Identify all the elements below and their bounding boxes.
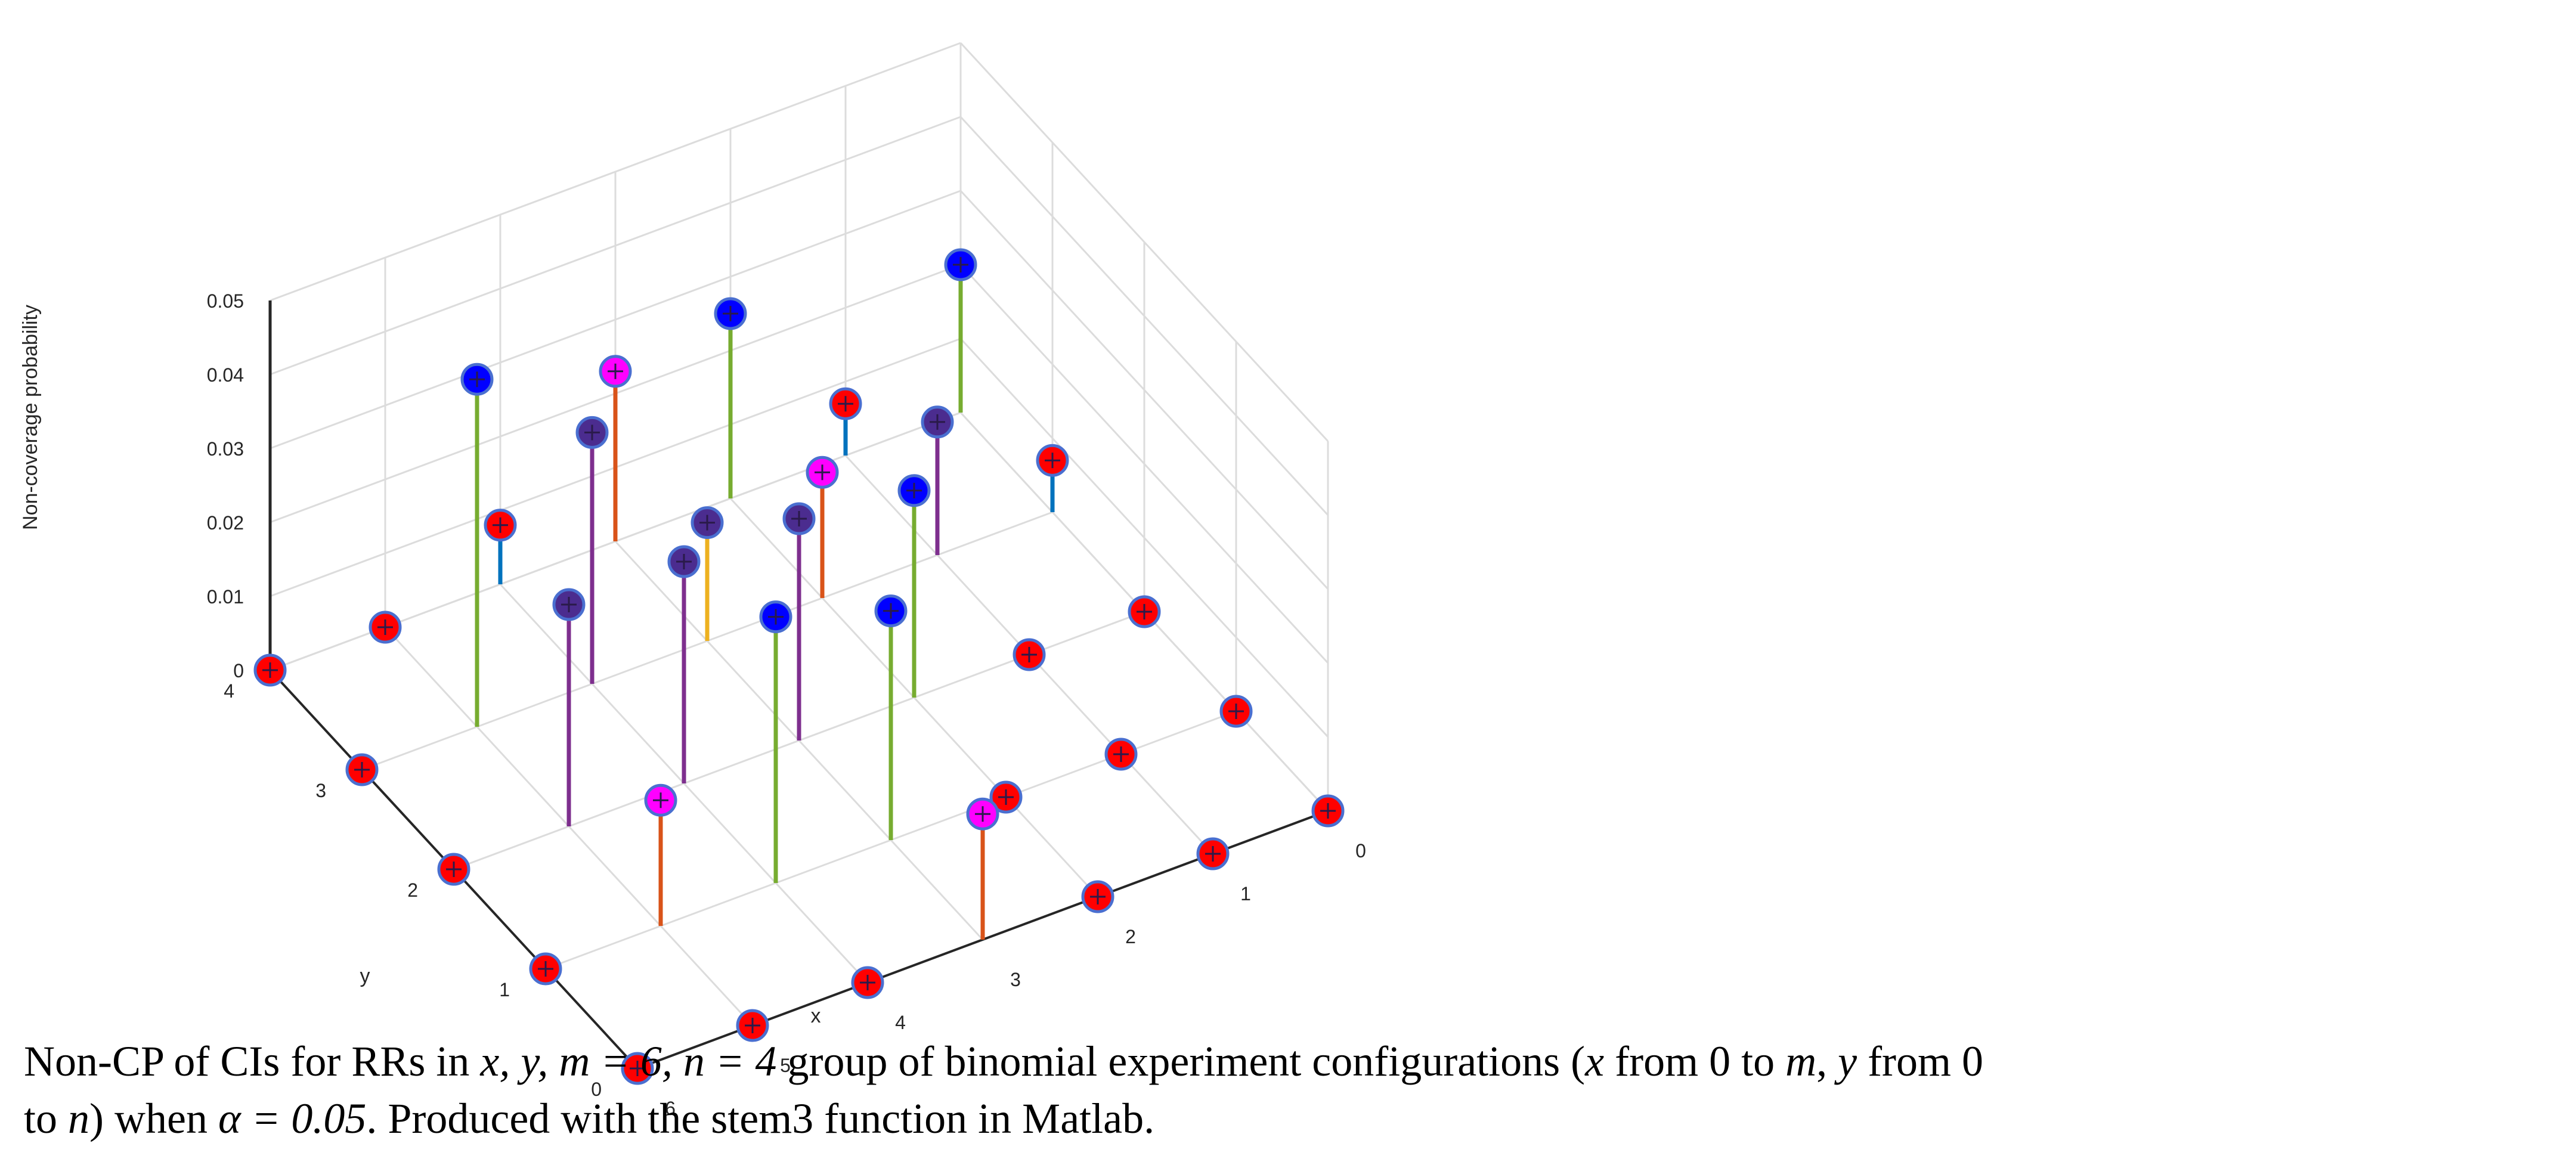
grid-line	[270, 116, 961, 376]
grid-line	[959, 190, 1329, 590]
grid-line	[959, 116, 1329, 516]
stem-point	[966, 797, 999, 940]
stem-point	[345, 753, 379, 786]
stem-point	[621, 1052, 654, 1085]
stem-point	[644, 783, 677, 926]
stem-point	[1128, 595, 1161, 628]
stem-point	[1311, 794, 1345, 828]
stem-point	[1036, 444, 1069, 512]
y-tick-label: 0	[591, 1079, 602, 1100]
x-tick-label: 0	[1355, 840, 1366, 862]
stem-point	[575, 416, 609, 684]
y-tick-label: 2	[407, 879, 418, 901]
grid-line	[959, 42, 1329, 442]
figure-caption: Non-CP of CIs for RRs in x, y, m = 6, n …	[24, 1033, 2564, 1147]
z-axis-label: Non-coverage probability	[19, 305, 42, 530]
stem-point	[253, 653, 287, 687]
grid-line	[959, 264, 1329, 664]
stem-point	[921, 405, 954, 555]
stem-point	[1013, 638, 1046, 671]
stem-point	[851, 966, 884, 999]
x-tick-label: 4	[895, 1012, 906, 1033]
stem-point	[736, 1009, 769, 1042]
grid-line	[959, 337, 1329, 738]
y-tick-label: 3	[315, 780, 326, 801]
stem-point	[989, 780, 1023, 814]
stem-point	[1081, 880, 1114, 913]
y-tick-label: 4	[224, 680, 234, 702]
stem-point	[759, 600, 792, 883]
stem-point	[599, 355, 632, 541]
stem-point	[874, 594, 908, 840]
x-axis-label: x	[811, 1005, 821, 1027]
z-tick-label: 0.05	[207, 290, 244, 312]
stem-point	[806, 456, 839, 598]
stem-point	[484, 509, 517, 584]
x-tick-label: 6	[665, 1098, 676, 1119]
z-tick-label: 0	[233, 660, 244, 681]
y-tick-label: 1	[499, 979, 510, 1000]
grid-line	[270, 190, 961, 450]
caption-line-1: Non-CP of CIs for RRs in x, y, m = 6, n …	[24, 1037, 1984, 1085]
z-tick-label: 0.02	[207, 512, 244, 534]
stem-point	[437, 853, 470, 886]
stem-point	[1196, 837, 1230, 870]
grid-line	[270, 42, 961, 302]
stem-point	[552, 588, 586, 826]
stem-point	[691, 506, 724, 641]
stem-point	[714, 297, 747, 498]
stem-point	[829, 387, 862, 456]
z-tick-label: 0.04	[207, 364, 244, 386]
stem-point	[782, 502, 816, 741]
stems	[253, 248, 1345, 1085]
stem-point	[897, 474, 931, 698]
stem-point	[460, 363, 494, 727]
stem-point	[529, 952, 562, 986]
caption-line-2: to n) when α = 0.05. Produced with the s…	[24, 1095, 1155, 1142]
stem-point	[1104, 738, 1138, 771]
y-axis-label: y	[360, 965, 370, 987]
stem-point	[944, 248, 977, 413]
x-tick-label: 3	[1010, 969, 1021, 990]
stem-point	[369, 611, 402, 644]
stem-point	[1219, 695, 1253, 728]
x-tick-label: 5	[780, 1055, 791, 1076]
z-tick-label: 0.03	[207, 438, 244, 460]
stem-point	[667, 545, 701, 783]
x-tick-label: 2	[1125, 926, 1136, 947]
x-tick-label: 1	[1240, 883, 1251, 904]
z-tick-label: 0.01	[207, 586, 244, 608]
